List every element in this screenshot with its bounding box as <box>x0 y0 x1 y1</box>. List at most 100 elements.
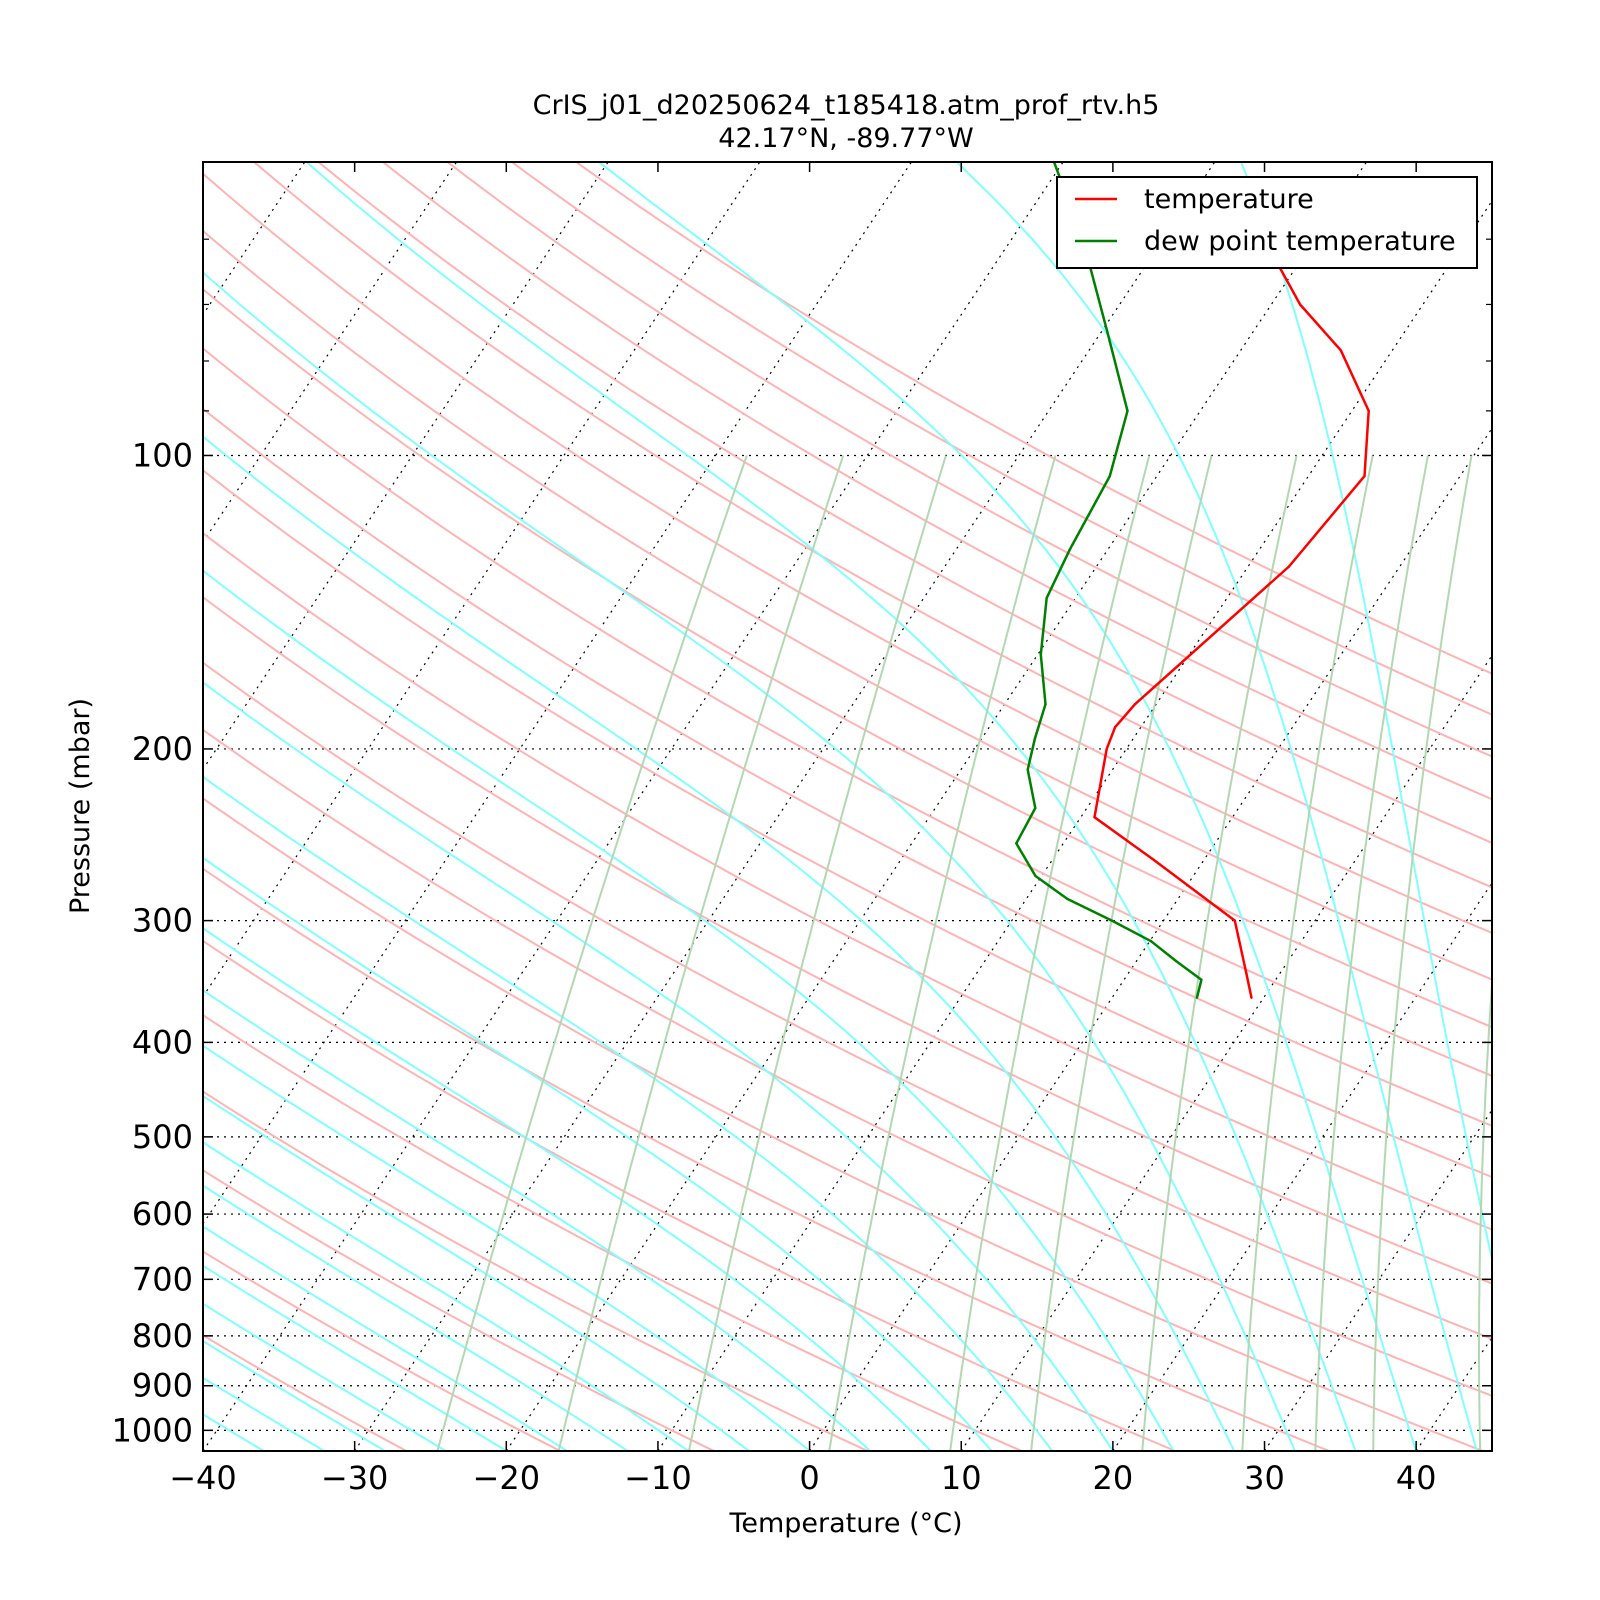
dew-point-line-point <box>1106 332 1110 335</box>
mixing-ratio-line <box>828 455 1057 1451</box>
dry-adiabat-line <box>203 407 1492 1127</box>
dew-point-line-point <box>1066 897 1069 901</box>
x-tick-label: −30 <box>321 1459 389 1497</box>
dew-point-line-point <box>1015 842 1018 845</box>
dry-adiabat-line <box>203 469 1492 1179</box>
x-axis: −40 −30 −20 −10 0 10 20 30 40 <box>169 162 1437 1497</box>
dew-point-line-point <box>1033 737 1037 740</box>
dry-adiabat-line <box>203 595 1492 1285</box>
moist-adiabat-line <box>203 1413 265 1451</box>
x-tick-label: 10 <box>941 1459 982 1497</box>
dry-adiabat-line <box>203 172 1492 935</box>
dew-point-line-point <box>1045 596 1048 600</box>
dew-point-line <box>1015 162 1203 999</box>
x-tick-label: −10 <box>624 1459 692 1497</box>
dry-adiabat-line <box>203 1014 1022 1451</box>
y-tick-label: 500 <box>132 1118 193 1156</box>
y-axis-label: Pressure (mbar) <box>65 698 96 914</box>
moist-adiabat-line <box>203 989 871 1451</box>
x-tick-label: 0 <box>799 1459 819 1497</box>
chart-subtitle: 42.17°N, -89.77°W <box>718 123 973 154</box>
temperature-line-point <box>1133 703 1137 706</box>
moist-adiabat-line <box>203 1376 325 1451</box>
moist-adiabat-line <box>203 435 1236 1451</box>
temperature-line-point <box>1233 919 1237 922</box>
mixing-ratio-line <box>557 455 845 1451</box>
dry-adiabats <box>203 162 1492 1451</box>
moist-adiabat-line <box>203 681 1114 1451</box>
x-tick-label: −40 <box>169 1459 237 1497</box>
y-tick-label: 1000 <box>112 1411 193 1449</box>
temperature-line-point <box>1245 972 1248 975</box>
dew-point-line-point <box>1034 806 1037 810</box>
y-tick-label: 700 <box>132 1260 193 1298</box>
dry-adiabat-line <box>203 1090 869 1451</box>
chart-title: CrIS_j01_d20250624_t185418.atm_prof_rtv.… <box>533 90 1160 121</box>
isotherm-line <box>960 654 1492 1451</box>
temperature-line-point <box>1363 474 1366 478</box>
moist-adiabat-line <box>203 775 1053 1451</box>
temperature-line-point <box>1298 303 1302 306</box>
dry-adiabat-line <box>446 162 1492 758</box>
isotherm-line <box>809 427 1492 1451</box>
temperature-line-point <box>1152 858 1156 862</box>
y-tick-label: 800 <box>132 1317 193 1355</box>
dew-point-line-point <box>1110 919 1114 922</box>
isotherm-line <box>203 162 306 316</box>
mixing-ratio-line <box>1030 455 1213 1451</box>
temperature-line-point <box>1287 565 1291 568</box>
y-axis: 100 200 300 400 500 600 700 800 900 1000 <box>112 238 1492 1449</box>
legend-label-temperature: temperature <box>1144 184 1314 215</box>
dry-adiabat-line <box>203 287 1492 1029</box>
dry-adiabat-line <box>203 867 1330 1451</box>
isotherm-line <box>1264 1108 1492 1451</box>
dry-adiabat-line <box>382 162 1492 801</box>
mixing-ratio-line <box>1314 455 1429 1451</box>
dry-adiabat-line <box>203 797 1484 1451</box>
dew-point-line-point <box>1108 474 1112 478</box>
dry-adiabat-line <box>203 1169 715 1451</box>
moist-adiabat-line <box>203 1094 750 1451</box>
mixing-ratio-line <box>1241 455 1374 1451</box>
dry-adiabat-line <box>203 229 1492 981</box>
moist-adiabat-line <box>203 1339 386 1451</box>
legend-box <box>1056 176 1478 269</box>
mixing-ratio-line <box>1372 455 1473 1451</box>
moist-adiabat-line <box>305 162 1357 1451</box>
y-tick-label: 600 <box>132 1195 193 1233</box>
moist-adiabat-line <box>203 1184 629 1451</box>
dew-point-line-point <box>1068 548 1071 552</box>
dew-point-line-point <box>1039 653 1043 656</box>
dry-adiabat-line <box>203 939 1176 1451</box>
temperature-line-point <box>1113 726 1117 729</box>
dry-adiabat-line <box>203 661 1492 1340</box>
x-tick-label: 40 <box>1396 1459 1437 1497</box>
moist-adiabats <box>203 162 1492 1451</box>
legend: temperature dew point temperature <box>1056 176 1478 269</box>
dew-point-line-point <box>1200 978 1203 981</box>
y-tick-label: 200 <box>132 730 193 768</box>
mixing-ratio-line <box>949 455 1151 1451</box>
temperature-line-point <box>1093 816 1096 819</box>
dew-point-line-point <box>1044 703 1047 706</box>
dew-point-line-point <box>1195 996 1199 999</box>
x-tick-label: 20 <box>1093 1459 1134 1497</box>
temperature-line-point <box>1367 409 1370 413</box>
moist-adiabat-line <box>203 1225 568 1451</box>
mixing-ratio-line <box>436 455 748 1451</box>
moist-adiabat-line <box>1240 162 1492 1264</box>
dew-point-line-point <box>1174 959 1178 963</box>
moist-adiabat-line <box>203 927 932 1451</box>
x-tick-label: 30 <box>1244 1459 1285 1497</box>
mixing-ratio-line <box>688 455 947 1451</box>
dry-adiabat-line <box>203 728 1492 1397</box>
dew-point-line-point <box>1026 768 1029 771</box>
plot-area <box>203 162 1492 1451</box>
dew-point-line-point <box>1150 940 1153 943</box>
temperature-line-point <box>1339 349 1343 352</box>
dew-point-line-point <box>1034 874 1037 878</box>
legend-label-dew-point: dew point temperature <box>1144 226 1456 257</box>
y-tick-label: 300 <box>132 902 193 940</box>
moist-adiabat-line <box>203 1264 507 1451</box>
